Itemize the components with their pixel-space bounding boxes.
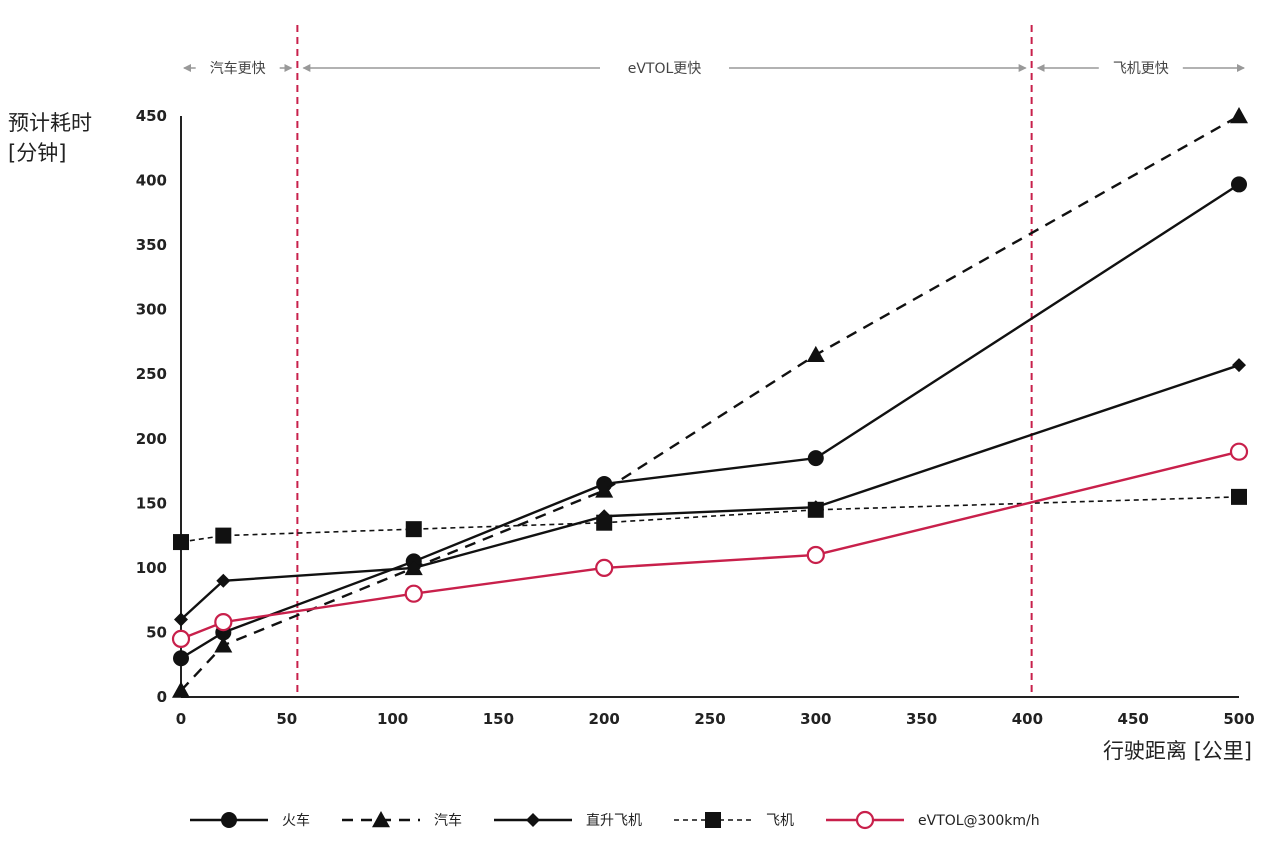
x-tick-label: 200 (589, 710, 620, 728)
x-tick-label: 250 (694, 710, 725, 728)
data-point-series (173, 650, 189, 667)
legend-marker (221, 812, 237, 828)
y-tick-labels: 0 50 100 150 200 250 300 350 400 450 (136, 107, 167, 706)
series (171, 107, 1249, 698)
data-point-series (595, 481, 614, 498)
y-axis-title-line1: 预计耗时 (8, 111, 92, 135)
legend: 火车 汽车 直升飞机 飞机 eVTOL@300km/h (190, 810, 1040, 830)
axes (180, 116, 1239, 698)
data-point-series (214, 636, 233, 653)
x-tick-label: 400 (1012, 710, 1043, 728)
x-tick-labels: 0 50 100 150 200 250 300 350 400 450 500 (176, 710, 1255, 728)
series-series (173, 488, 1247, 551)
series-line-series (180, 496, 1240, 543)
legend-marker (705, 812, 721, 828)
y-tick-label: 100 (136, 559, 167, 577)
series-evtol-300km-h (171, 442, 1249, 649)
y-tick-label: 200 (136, 430, 167, 448)
threshold-lines (296, 25, 1033, 697)
legend-item-evtol-300km-h: eVTOL@300km/h (826, 810, 1040, 830)
data-point-series (1231, 488, 1247, 505)
legend-marker (372, 811, 390, 828)
x-tick-label: 100 (377, 710, 408, 728)
legend-label: 直升飞机 (586, 812, 642, 829)
series-series (174, 358, 1246, 627)
x-tick-label: 50 (276, 710, 297, 728)
legend-marker (855, 810, 875, 830)
legend-label: eVTOL@300km/h (918, 813, 1040, 829)
data-point-series (1230, 107, 1248, 124)
legend-label: 火车 (282, 812, 310, 829)
data-point-series (807, 501, 824, 518)
x-tick-label: 150 (483, 710, 514, 728)
legend-item-series: 火车 (190, 812, 310, 829)
data-point-evtol-300km-h (1229, 442, 1249, 461)
data-point-series (1231, 176, 1247, 193)
legend-label: 汽车 (434, 812, 462, 829)
region-label: eVTOL更快 (628, 61, 702, 77)
data-point-series (173, 534, 189, 551)
y-tick-label: 250 (136, 365, 167, 383)
data-point-series (406, 560, 421, 575)
series-line-evtol-300km-h (180, 450, 1240, 641)
legend-marker (526, 813, 540, 827)
y-tick-label: 0 (157, 688, 167, 706)
x-tick-label: 450 (1118, 710, 1149, 728)
series-series (172, 107, 1248, 698)
x-tick-label: 0 (176, 710, 186, 728)
legend-item-series: 飞机 (674, 812, 794, 829)
legend-item-series: 汽车 (342, 811, 462, 829)
y-tick-label: 300 (136, 301, 167, 319)
series-line-series (180, 364, 1240, 621)
region-annotations: 汽车更快 eVTOL更快 飞机更快 (183, 60, 1245, 77)
data-point-evtol-300km-h (806, 545, 825, 565)
y-axis-title-line2: [分钟] (8, 141, 66, 165)
data-point-series (1232, 358, 1246, 373)
x-axis-title: 行驶距离 [公里] (1103, 739, 1252, 763)
data-point-series (806, 345, 825, 363)
data-point-series (215, 527, 232, 544)
y-tick-label: 450 (136, 107, 167, 125)
y-tick-label: 150 (136, 494, 167, 512)
data-point-series (172, 681, 190, 698)
series-line-series (180, 114, 1240, 692)
data-point-series (174, 612, 188, 627)
data-point-evtol-300km-h (171, 629, 191, 649)
data-point-evtol-300km-h (595, 558, 614, 577)
x-tick-label: 300 (800, 710, 831, 728)
data-point-series (216, 573, 231, 588)
y-tick-label: 350 (136, 236, 167, 254)
region-label: 飞机更快 (1113, 61, 1169, 77)
series-line-series (180, 183, 1240, 660)
legend-item-series: 直升飞机 (494, 812, 642, 829)
data-point-series (596, 514, 613, 531)
y-tick-label: 400 (136, 172, 167, 190)
region-label: 汽车更快 (210, 60, 266, 77)
data-point-evtol-300km-h (214, 613, 233, 632)
x-tick-label: 350 (906, 710, 937, 728)
y-tick-label: 50 (146, 623, 167, 641)
x-tick-label: 500 (1223, 710, 1254, 728)
data-point-evtol-300km-h (404, 584, 423, 603)
legend-label: 飞机 (766, 813, 794, 829)
data-point-series (405, 521, 422, 538)
data-point-series (807, 450, 824, 467)
